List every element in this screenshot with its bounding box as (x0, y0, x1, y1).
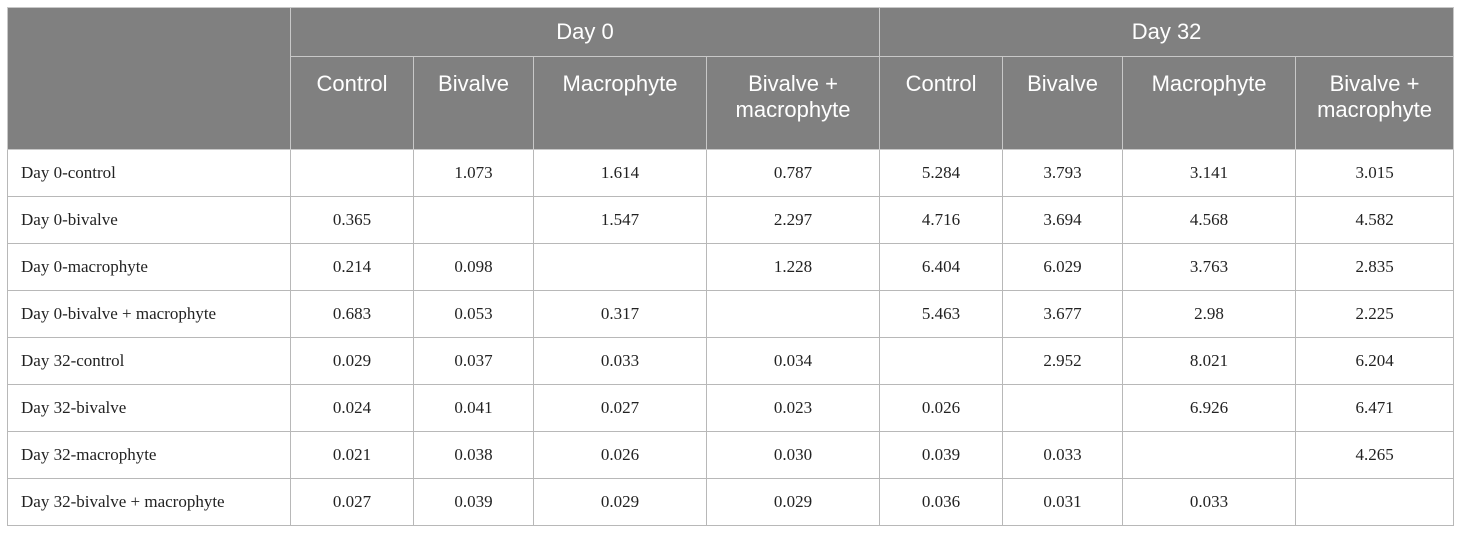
table-cell: 0.365 (290, 196, 414, 244)
table-cell: 0.039 (879, 431, 1004, 479)
table-cell: 0.214 (290, 243, 414, 291)
table-cell: 0.021 (290, 431, 414, 479)
table-cell: 4.716 (879, 196, 1004, 244)
row-label: Day 32-bivalve + macrophyte (7, 478, 291, 526)
row-label: Day 0-control (7, 149, 291, 197)
table-cell: 0.033 (533, 337, 707, 385)
table-row: Day 0-bivalve + macrophyte 0.683 0.053 0.31… (7, 290, 1455, 338)
table-cell: 0.053 (413, 290, 534, 338)
row-label: Day 0-bivalve + macrophyte (7, 290, 291, 338)
table-cell: 0.317 (533, 290, 707, 338)
table-cell: 2.98 (1122, 290, 1297, 338)
table-cell: 0.033 (1002, 431, 1124, 479)
table-cell: 3.015 (1295, 149, 1455, 197)
table-cell: 3.793 (1002, 149, 1124, 197)
row-label: Day 32-bivalve (7, 384, 291, 432)
table-cell: 2.952 (1002, 337, 1124, 385)
table-cell: 0.023 (705, 384, 881, 432)
table-cell: 6.204 (1295, 337, 1455, 385)
column-header: Macrophyte (1122, 56, 1297, 150)
table-cell: 0.030 (705, 431, 881, 479)
table-cell: 6.404 (879, 243, 1004, 291)
column-header: Bivalve (413, 56, 534, 150)
column-header: Macrophyte (533, 56, 707, 150)
table-row: Day 32-bivalve 0.024 0.041 0.027 0.023 0.026 6… (7, 384, 1455, 432)
table-row: Day 32-macrophyte 0.021 0.038 0.026 0.030 0.0… (7, 431, 1455, 479)
table-cell (1295, 478, 1455, 526)
column-header: Bivalve + macrophyte (705, 56, 881, 150)
column-header: Control (290, 56, 414, 150)
table-cell: 2.297 (705, 196, 881, 244)
table-cell: 0.033 (1122, 478, 1297, 526)
table-cell: 0.036 (879, 478, 1004, 526)
table-cell (879, 337, 1004, 385)
table-cell: 6.029 (1002, 243, 1124, 291)
table-cell: 3.677 (1002, 290, 1124, 338)
table-cell: 3.694 (1002, 196, 1124, 244)
column-header: Bivalve + macrophyte (1295, 56, 1455, 150)
table-cell: 0.029 (705, 478, 881, 526)
table-cell: 1.547 (533, 196, 707, 244)
table-cell: 0.029 (533, 478, 707, 526)
table-cell: 4.568 (1122, 196, 1297, 244)
row-label: Day 32-control (7, 337, 291, 385)
table-cell: 1.614 (533, 149, 707, 197)
table-cell: 1.073 (413, 149, 534, 197)
table-cell: 0.038 (413, 431, 534, 479)
table-cell: 2.225 (1295, 290, 1455, 338)
table-cell: 4.582 (1295, 196, 1455, 244)
dissimilarity-table: Day 0 Day 32 Control Bivalve Macrophyte … (7, 7, 1455, 526)
group-header: Day 32 (879, 7, 1455, 57)
row-label: Day 0-bivalve (7, 196, 291, 244)
table-cell: 3.763 (1122, 243, 1297, 291)
table-cell: 0.787 (705, 149, 881, 197)
table-cell: 0.024 (290, 384, 414, 432)
table-cell: 0.098 (413, 243, 534, 291)
table-cell: 5.463 (879, 290, 1004, 338)
table-cell: 0.027 (533, 384, 707, 432)
table-row: Day 32-bivalve + macrophyte 0.027 0.039 0.0… (7, 478, 1455, 526)
table-cell: 0.027 (290, 478, 414, 526)
table-cell: 2.835 (1295, 243, 1455, 291)
table-cell: 0.026 (879, 384, 1004, 432)
column-header: Bivalve (1002, 56, 1124, 150)
row-label: Day 32-macrophyte (7, 431, 291, 479)
table-cell: 1.228 (705, 243, 881, 291)
table-cell: 0.037 (413, 337, 534, 385)
table-row: Day 0-bivalve 0.365 1.547 2.297 4.716 3.694 4.… (7, 196, 1455, 244)
corner-header (7, 7, 291, 150)
table-row: Day 0-macrophyte 0.214 0.098 1.228 6.404 6.02… (7, 243, 1455, 291)
table-cell (290, 149, 414, 197)
table-cell: 6.471 (1295, 384, 1455, 432)
table-cell: 4.265 (1295, 431, 1455, 479)
table-cell (705, 290, 881, 338)
table-cell: 8.021 (1122, 337, 1297, 385)
table-row: Day 32-control 0.029 0.037 0.033 0.034 2.952 8… (7, 337, 1455, 385)
table-cell: 0.041 (413, 384, 534, 432)
table-cell (533, 243, 707, 291)
table-cell: 0.031 (1002, 478, 1124, 526)
table-cell: 6.926 (1122, 384, 1297, 432)
table-cell: 5.284 (879, 149, 1004, 197)
row-label: Day 0-macrophyte (7, 243, 291, 291)
table-cell: 0.029 (290, 337, 414, 385)
table-cell: 0.683 (290, 290, 414, 338)
table-cell: 0.034 (705, 337, 881, 385)
table-cell: 0.026 (533, 431, 707, 479)
table-cell (413, 196, 534, 244)
table-row: Day 0-control 1.073 1.614 0.787 5.284 3.793 3.… (7, 149, 1455, 197)
column-header: Control (879, 56, 1004, 150)
table-cell: 3.141 (1122, 149, 1297, 197)
table-cell (1122, 431, 1297, 479)
table-cell: 0.039 (413, 478, 534, 526)
group-header: Day 0 (289, 7, 881, 57)
table-cell (1002, 384, 1124, 432)
